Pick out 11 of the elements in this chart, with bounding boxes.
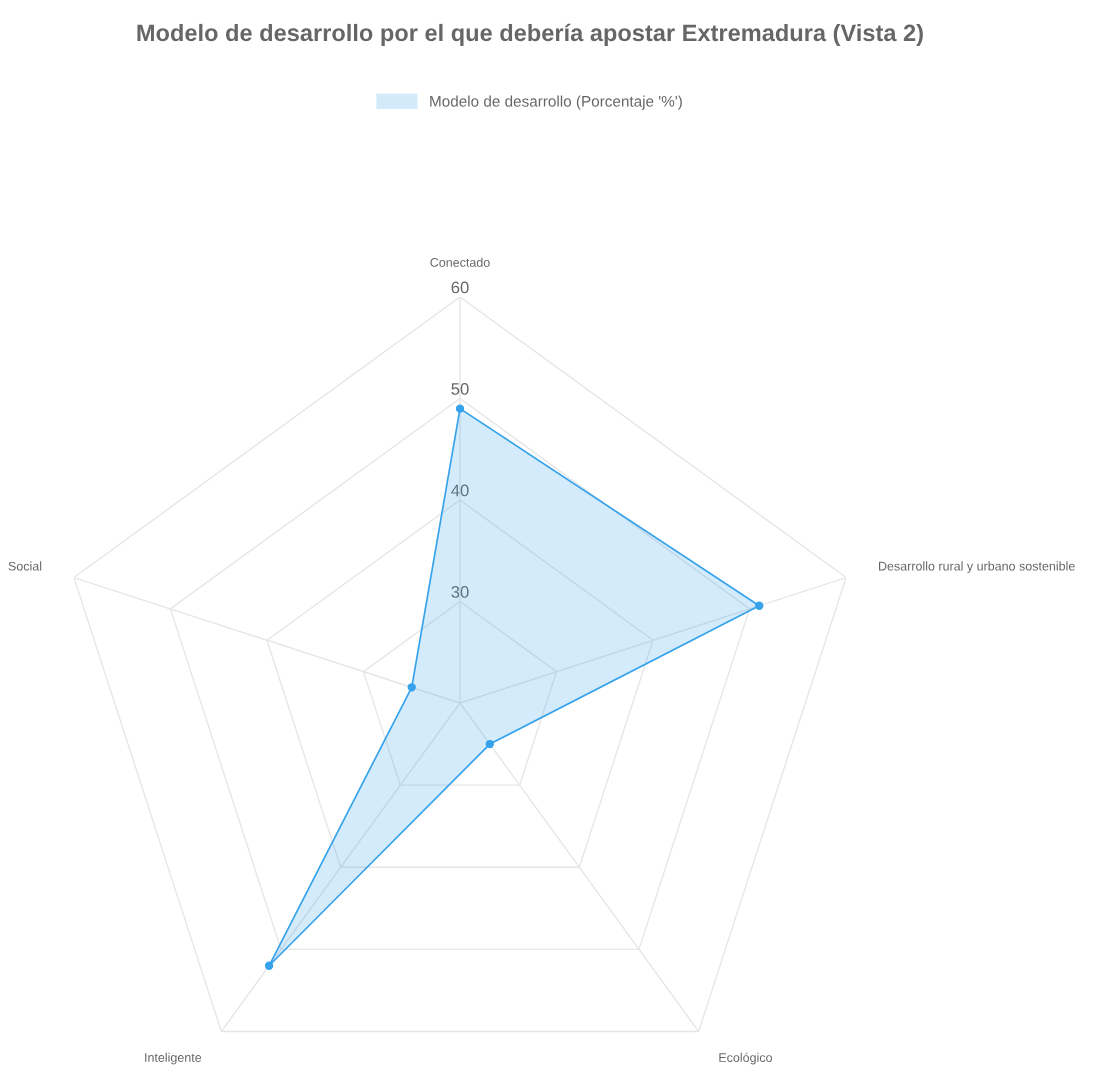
spoke-label: Ecológico: [719, 1052, 772, 1065]
spoke-label: Inteligente: [145, 1052, 202, 1065]
spoke-label: Conectado: [430, 257, 490, 267]
y-tick-label: 40: [451, 484, 469, 497]
y-tick-label: 60: [451, 281, 469, 294]
legend-label: Modelo de desarrollo (Porcentaje '%'): [430, 95, 682, 110]
chart-title: Modelo de desarrollo por el que debería apostar Extremadura (Vista 2): [137, 23, 923, 46]
spoke-label: Desarrollo rural y urbano sostenible: [879, 561, 1075, 574]
spoke-label: Social: [8, 561, 42, 571]
y-tick-label: 30: [451, 586, 469, 598]
y-tick-label: 50: [451, 383, 469, 395]
